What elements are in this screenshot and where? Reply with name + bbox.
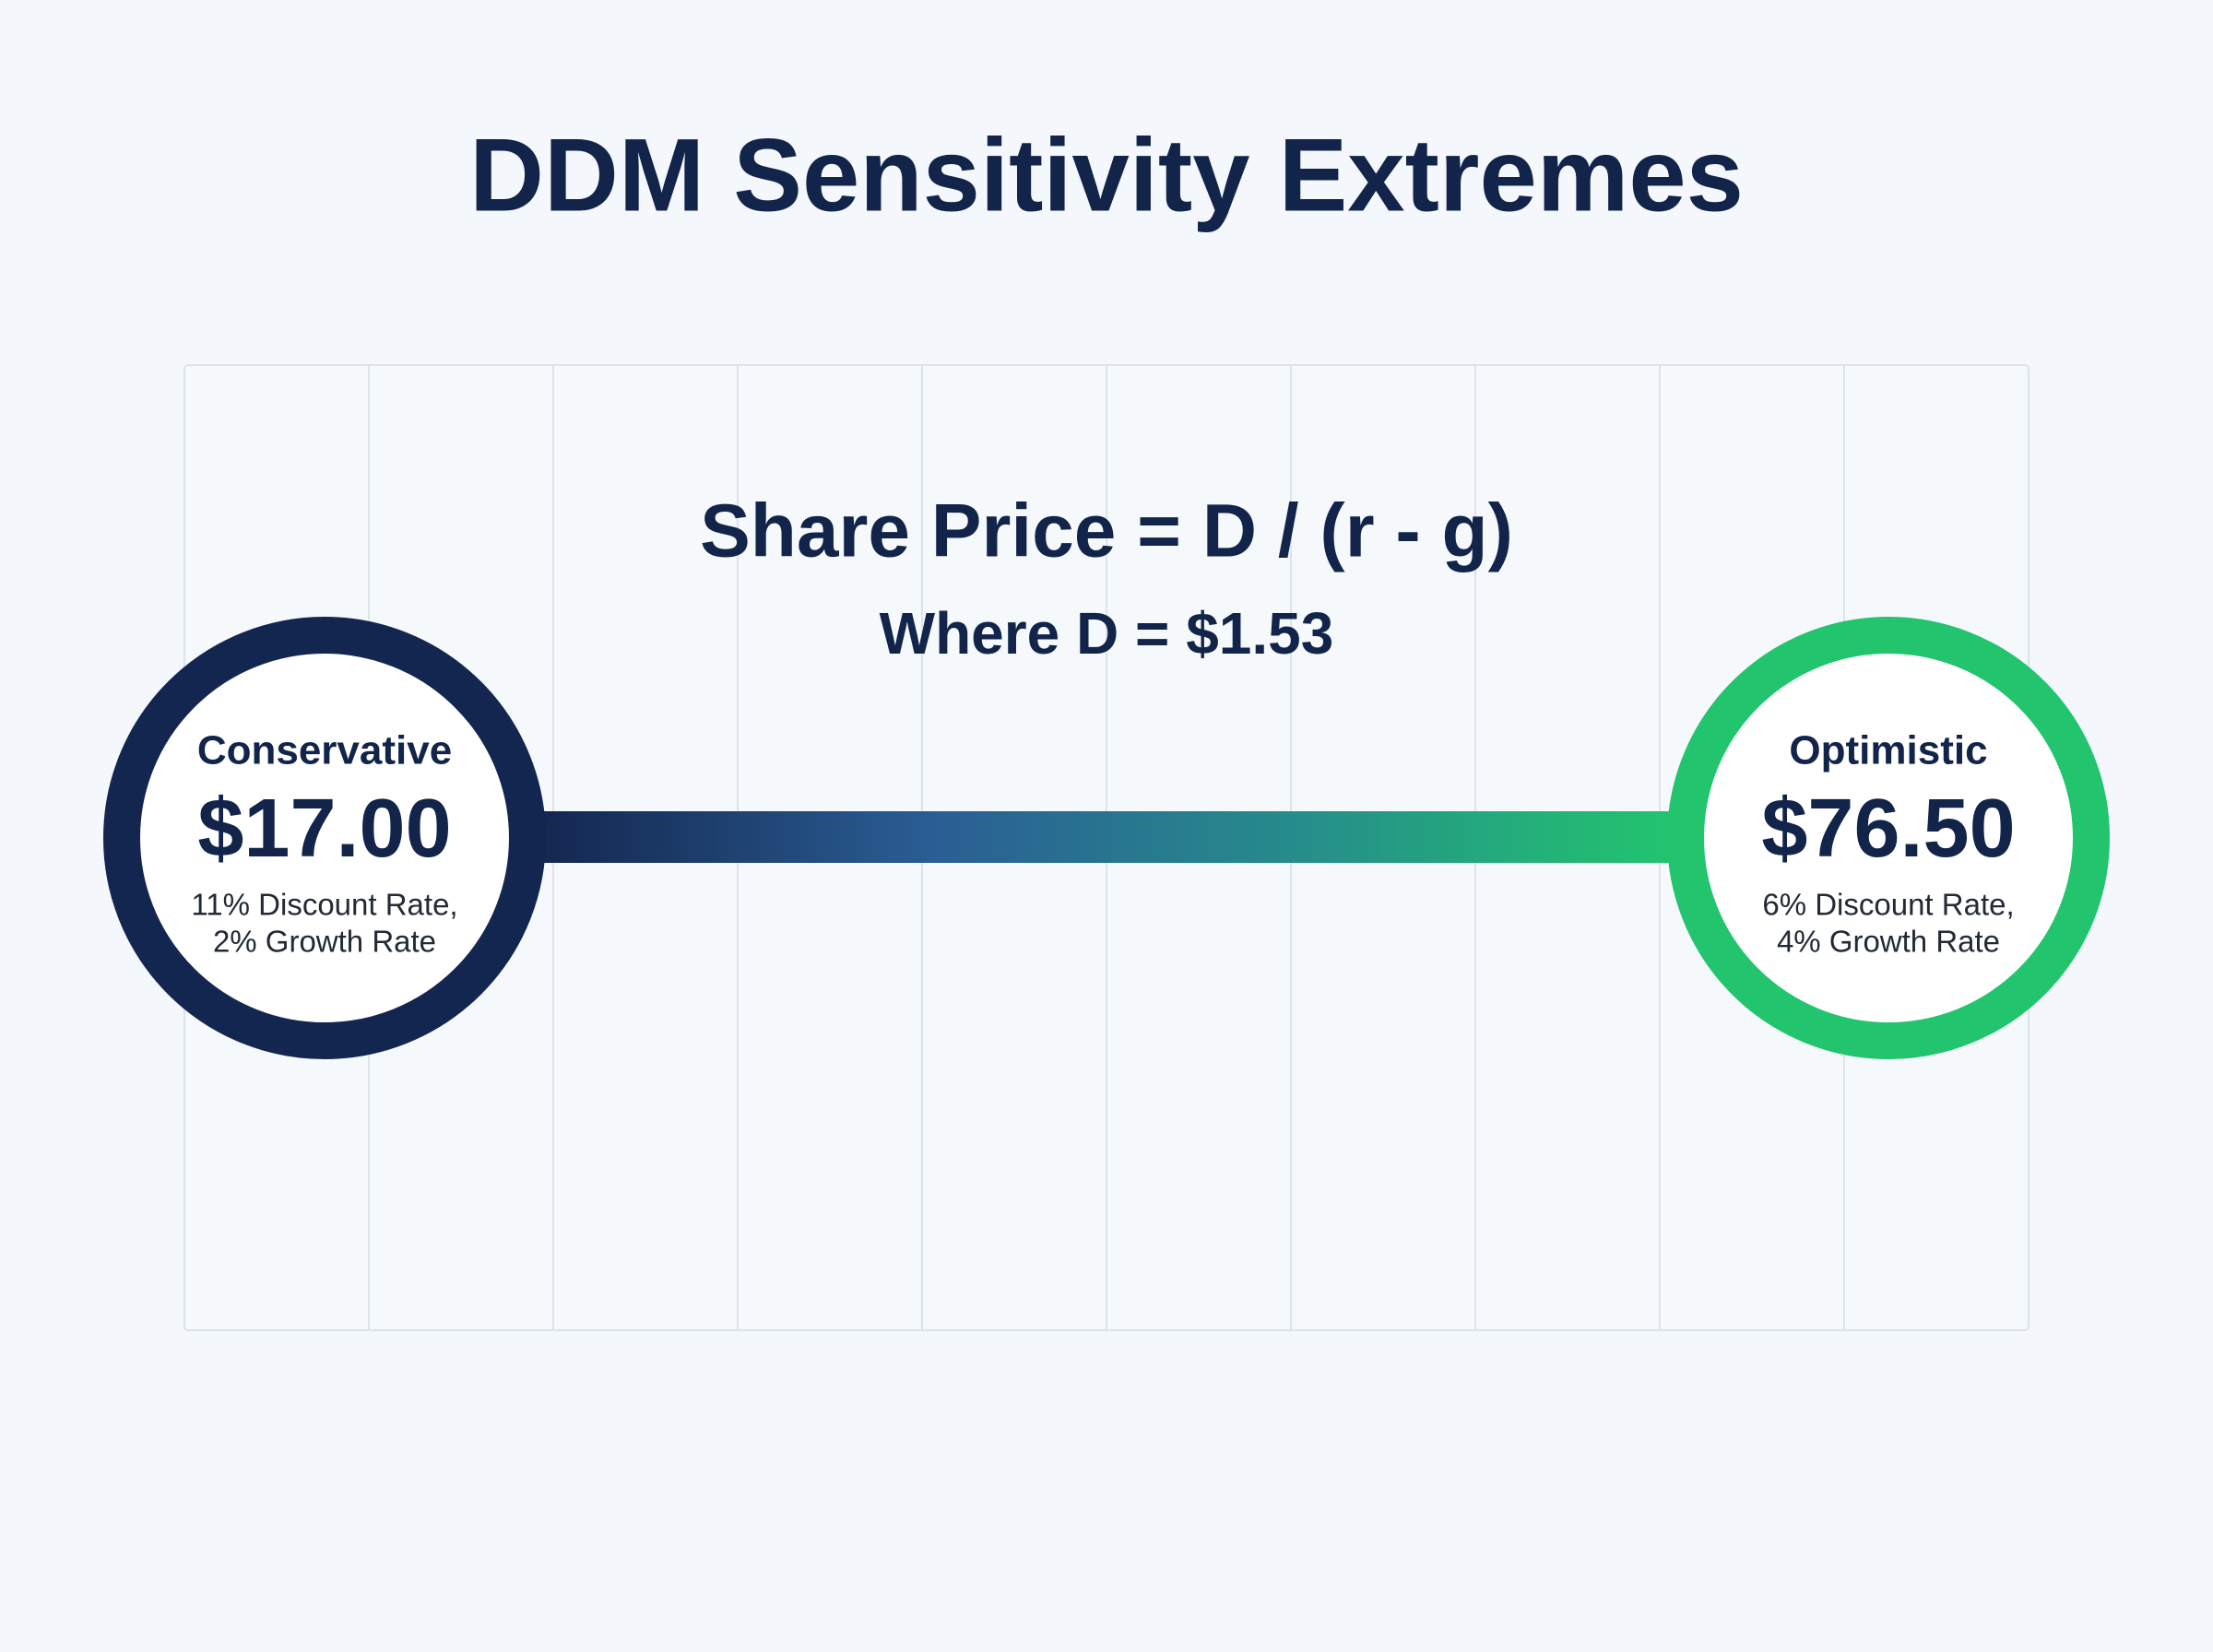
scenario-value: $76.50 <box>1761 783 2015 875</box>
scenario-value: $17.00 <box>197 783 451 875</box>
formula: Share Price = D / (r - g) <box>700 490 1513 573</box>
range-bar <box>535 811 1678 863</box>
title: DDM Sensitivity Extremes <box>469 118 1744 233</box>
scenario-description: 11% Discount Rate, <box>191 888 457 922</box>
scenario-label: Conservative <box>197 728 452 773</box>
scenario-description: 4% Growth Rate <box>1777 925 2000 959</box>
conservative-node <box>103 617 546 1059</box>
optimistic-node <box>1667 617 2110 1059</box>
formula-note: Where D = $1.53 <box>880 600 1334 667</box>
scenario-description: 6% Discount Rate, <box>1762 888 2014 922</box>
scenario-description: 2% Growth Rate <box>213 925 436 959</box>
scenario-label: Optimistic <box>1789 728 1987 773</box>
